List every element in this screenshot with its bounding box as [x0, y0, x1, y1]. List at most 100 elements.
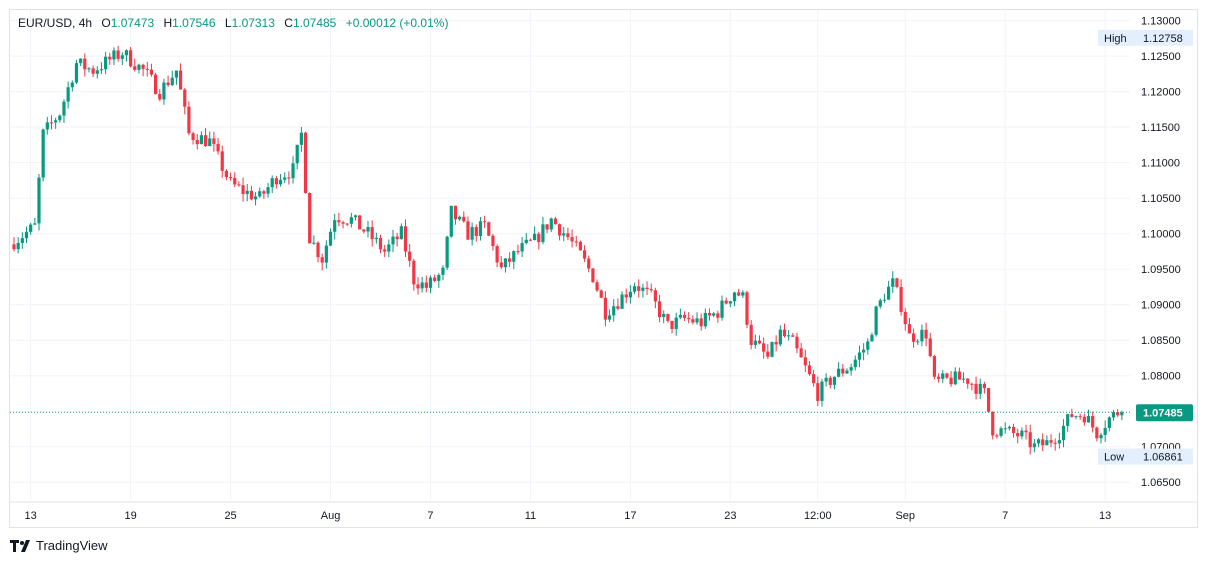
candle-body[interactable]: [345, 223, 349, 225]
candle-body[interactable]: [645, 287, 649, 290]
candle-body[interactable]: [1120, 412, 1124, 416]
candle-body[interactable]: [141, 64, 145, 69]
candle-body[interactable]: [512, 251, 516, 262]
candle-body[interactable]: [291, 163, 295, 179]
candle-body[interactable]: [91, 68, 95, 74]
candle-body[interactable]: [470, 227, 474, 240]
candle-body[interactable]: [24, 231, 29, 239]
candle-body[interactable]: [133, 66, 137, 70]
candle-body[interactable]: [362, 229, 366, 232]
candle-body[interactable]: [274, 178, 278, 185]
candle-body[interactable]: [295, 144, 299, 164]
candle-body[interactable]: [387, 244, 391, 252]
candle-body[interactable]: [283, 177, 287, 180]
candle-body[interactable]: [899, 286, 903, 312]
candle-body[interactable]: [570, 237, 574, 242]
candle-body[interactable]: [120, 55, 124, 59]
candle-body[interactable]: [208, 138, 212, 147]
candle-body[interactable]: [278, 179, 283, 185]
candle-body[interactable]: [228, 177, 233, 179]
candle-body[interactable]: [966, 378, 970, 384]
candle-body[interactable]: [903, 311, 907, 325]
candle-body[interactable]: [99, 69, 104, 71]
candle-body[interactable]: [957, 371, 962, 380]
candle-body[interactable]: [441, 267, 445, 275]
candle-body[interactable]: [416, 284, 420, 289]
candle-body[interactable]: [1020, 430, 1024, 437]
candle-body[interactable]: [616, 306, 620, 309]
candle-body[interactable]: [841, 368, 845, 374]
candle-body[interactable]: [308, 192, 312, 244]
candle-body[interactable]: [104, 56, 108, 70]
candle-body[interactable]: [66, 87, 70, 102]
candle-body[interactable]: [37, 177, 41, 224]
candle-body[interactable]: [1057, 440, 1061, 444]
candle-body[interactable]: [895, 278, 899, 287]
candle-body[interactable]: [707, 312, 712, 316]
candle-body[interactable]: [916, 341, 920, 343]
candle-body[interactable]: [812, 374, 816, 384]
candle-body[interactable]: [682, 314, 687, 318]
candle-body[interactable]: [587, 258, 591, 269]
candle-body[interactable]: [603, 297, 608, 320]
candle-body[interactable]: [49, 122, 54, 124]
candle-body[interactable]: [1099, 434, 1103, 439]
candle-body[interactable]: [112, 50, 116, 60]
candle-body[interactable]: [591, 268, 595, 283]
candle-body[interactable]: [166, 82, 170, 86]
candle-body[interactable]: [437, 274, 441, 281]
candle-body[interactable]: [1066, 414, 1070, 426]
candle-body[interactable]: [203, 135, 208, 147]
candle-body[interactable]: [424, 282, 428, 288]
candle-body[interactable]: [803, 357, 807, 366]
symbol-name[interactable]: EUR/USD: [18, 16, 73, 30]
candle-body[interactable]: [216, 143, 220, 152]
candle-body[interactable]: [778, 329, 782, 345]
candle-body[interactable]: [191, 133, 195, 141]
candle-body[interactable]: [220, 151, 224, 171]
candle-body[interactable]: [1045, 440, 1049, 446]
candle-body[interactable]: [911, 333, 916, 342]
candle-body[interactable]: [170, 77, 174, 86]
candle-body[interactable]: [1041, 439, 1045, 446]
candle-body[interactable]: [637, 286, 641, 291]
candle-body[interactable]: [408, 251, 412, 261]
candle-body[interactable]: [853, 359, 857, 368]
candle-body[interactable]: [974, 383, 978, 394]
candle-body[interactable]: [312, 242, 316, 244]
candle-body[interactable]: [503, 258, 508, 268]
candle-body[interactable]: [449, 205, 453, 237]
candle-body[interactable]: [807, 365, 812, 375]
candle-body[interactable]: [383, 249, 387, 252]
candle-body[interactable]: [520, 243, 524, 252]
candle-body[interactable]: [83, 58, 87, 70]
candle-body[interactable]: [562, 233, 566, 236]
candle-body[interactable]: [245, 190, 249, 195]
candle-body[interactable]: [787, 335, 791, 337]
candle-body[interactable]: [595, 282, 599, 291]
candle-body[interactable]: [757, 340, 762, 344]
candle-body[interactable]: [724, 300, 728, 304]
candle-body[interactable]: [41, 129, 45, 178]
candle-body[interactable]: [378, 237, 383, 250]
candle-body[interactable]: [391, 236, 395, 245]
candle-body[interactable]: [483, 221, 487, 223]
candle-body[interactable]: [1082, 416, 1086, 423]
candle-body[interactable]: [1111, 412, 1116, 418]
candle-body[interactable]: [353, 215, 358, 218]
candle-body[interactable]: [732, 292, 737, 302]
candle-body[interactable]: [174, 70, 179, 78]
candle-body[interactable]: [691, 319, 695, 323]
candle-body[interactable]: [412, 260, 416, 285]
candle-body[interactable]: [995, 435, 999, 437]
candle-body[interactable]: [487, 222, 491, 236]
candle-body[interactable]: [145, 68, 149, 70]
candle-body[interactable]: [845, 370, 849, 374]
tradingview-brand[interactable]: TradingView: [10, 538, 108, 553]
candle-body[interactable]: [45, 122, 49, 130]
candle-body[interactable]: [58, 115, 62, 121]
candle-body[interactable]: [1053, 442, 1057, 444]
candle-body[interactable]: [324, 245, 328, 263]
candle-body[interactable]: [495, 246, 499, 263]
candle-body[interactable]: [991, 411, 995, 436]
